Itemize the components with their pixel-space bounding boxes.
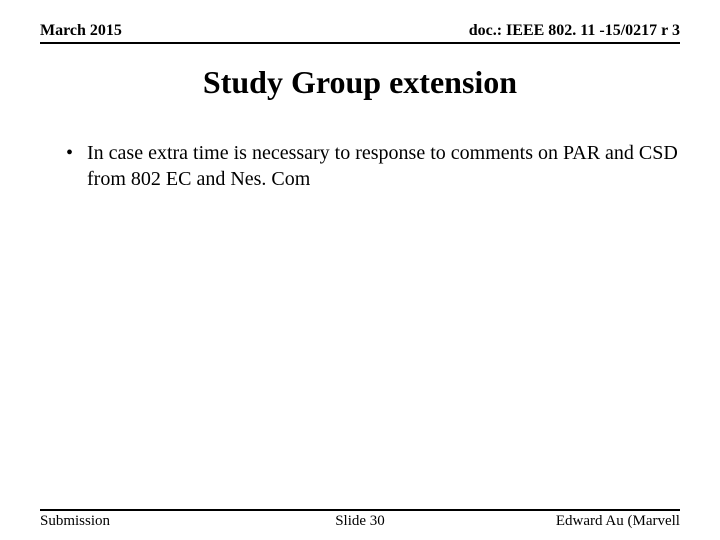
bullet-dot-icon: • (66, 140, 73, 166)
header-bar: March 2015 doc.: IEEE 802. 11 -15/0217 r… (40, 22, 680, 44)
slide-title: Study Group extension (0, 64, 720, 101)
header-date: March 2015 (40, 22, 122, 40)
footer-author: Edward Au (Marvell (467, 513, 680, 530)
footer-left: Submission (40, 513, 253, 530)
footer-slide-number: Slide 30 (253, 513, 466, 530)
header-doc-id: doc.: IEEE 802. 11 -15/0217 r 3 (469, 22, 680, 40)
content-area: • In case extra time is necessary to res… (60, 140, 680, 192)
bullet-text: In case extra time is necessary to respo… (87, 140, 680, 192)
footer-bar: Submission Slide 30 Edward Au (Marvell (40, 509, 680, 530)
bullet-item: • In case extra time is necessary to res… (60, 140, 680, 192)
